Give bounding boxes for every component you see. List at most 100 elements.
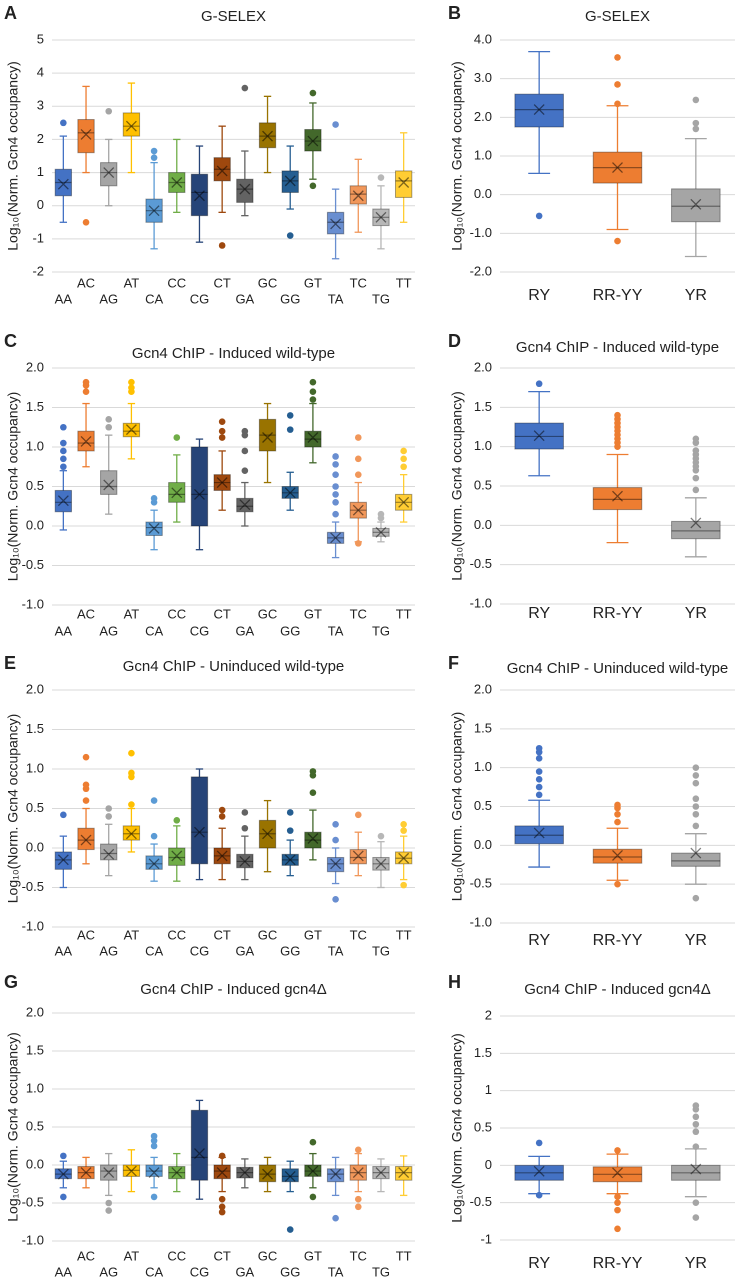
y-tick-label: -0.5 bbox=[470, 1194, 492, 1209]
x-tick-label: CC bbox=[167, 606, 186, 621]
x-tick-label: AA bbox=[55, 623, 73, 638]
outlier bbox=[332, 499, 339, 506]
outlier bbox=[354, 1146, 362, 1154]
mean-marker bbox=[612, 849, 623, 861]
y-tick-label: 1.5 bbox=[26, 721, 44, 736]
outlier bbox=[241, 447, 249, 455]
mean-marker bbox=[307, 833, 319, 844]
outlier bbox=[332, 836, 339, 844]
outlier bbox=[400, 881, 407, 889]
x-tick-label: TC bbox=[350, 275, 367, 290]
mean-marker bbox=[690, 198, 702, 210]
outlier bbox=[377, 174, 385, 181]
mean-marker bbox=[262, 1168, 273, 1180]
mean-marker bbox=[533, 1165, 545, 1177]
y-tick-label: 3.0 bbox=[474, 70, 492, 85]
outlier bbox=[286, 412, 294, 419]
x-tick-label: AT bbox=[124, 606, 140, 621]
mean-marker bbox=[194, 488, 205, 500]
outlier bbox=[354, 540, 362, 547]
outlier bbox=[400, 827, 407, 834]
box bbox=[236, 178, 254, 203]
outlier bbox=[218, 806, 226, 814]
outlier bbox=[241, 427, 249, 435]
mean-marker bbox=[148, 858, 160, 870]
y-tick-label: -1.0 bbox=[470, 225, 492, 240]
box bbox=[100, 470, 118, 495]
y-tick-label: 2.0 bbox=[474, 109, 492, 124]
x-tick-label: TT bbox=[396, 927, 412, 942]
mean-marker bbox=[57, 854, 69, 866]
mean-marker bbox=[216, 1167, 228, 1179]
mean-marker bbox=[533, 827, 545, 839]
mean-marker bbox=[533, 430, 545, 442]
box bbox=[304, 430, 322, 448]
y-tick-label: -2.0 bbox=[470, 263, 492, 278]
outlier bbox=[82, 797, 90, 804]
mean-marker bbox=[398, 1167, 410, 1179]
y-tick-label: 1.0 bbox=[26, 438, 44, 453]
mean-marker bbox=[57, 178, 69, 190]
outlier bbox=[692, 96, 700, 104]
outlier bbox=[354, 434, 362, 441]
outlier bbox=[286, 1226, 294, 1233]
outlier bbox=[241, 824, 249, 832]
panel-letter: B bbox=[448, 3, 461, 23]
outlier bbox=[332, 121, 339, 128]
outlier bbox=[60, 1152, 67, 1160]
outlier bbox=[150, 832, 158, 840]
y-tick-label: -0.5 bbox=[22, 879, 44, 894]
outlier bbox=[692, 1128, 700, 1136]
outlier bbox=[150, 495, 158, 502]
outlier bbox=[614, 1206, 621, 1214]
mean-marker bbox=[80, 834, 92, 846]
outlier bbox=[218, 242, 226, 249]
x-tick-label: TT bbox=[396, 275, 412, 290]
x-tick-label: CT bbox=[213, 1248, 230, 1263]
box bbox=[281, 1168, 299, 1183]
mean-marker bbox=[352, 504, 364, 516]
box bbox=[77, 827, 95, 851]
box bbox=[190, 446, 209, 527]
outlier bbox=[614, 801, 621, 809]
mean-marker bbox=[612, 490, 623, 502]
outlier bbox=[692, 764, 700, 771]
outlier bbox=[218, 813, 226, 820]
mean-marker bbox=[284, 1170, 296, 1182]
x-tick-label: TC bbox=[350, 1248, 367, 1263]
outlier bbox=[218, 427, 226, 435]
outlier bbox=[105, 107, 113, 115]
y-tick-label: 1 bbox=[485, 1082, 492, 1097]
outlier bbox=[692, 1113, 700, 1121]
y-axis-label: Log₁₀(Norm. Gcn4 occupancy) bbox=[449, 391, 465, 581]
mean-marker bbox=[330, 218, 342, 230]
mean-marker bbox=[533, 104, 545, 116]
outlier bbox=[400, 447, 407, 455]
outlier bbox=[535, 791, 543, 799]
mean-marker bbox=[57, 495, 69, 507]
mean-marker bbox=[352, 850, 364, 862]
mean-marker bbox=[148, 522, 160, 534]
outlier bbox=[692, 474, 700, 482]
outlier bbox=[105, 805, 113, 812]
outlier bbox=[614, 411, 621, 419]
outlier bbox=[286, 809, 294, 816]
outlier bbox=[692, 803, 700, 810]
outlier bbox=[309, 396, 317, 403]
x-tick-label: RR-YY bbox=[593, 287, 643, 304]
box bbox=[77, 119, 95, 154]
x-tick-label: CA bbox=[145, 623, 163, 638]
x-tick-label: CC bbox=[167, 275, 186, 290]
mean-marker bbox=[307, 1165, 319, 1177]
outlier bbox=[692, 1102, 700, 1109]
outlier bbox=[535, 380, 543, 388]
mean-marker bbox=[398, 496, 410, 508]
outlier bbox=[692, 125, 700, 133]
outlier bbox=[332, 896, 339, 903]
y-tick-label: 0.0 bbox=[474, 186, 492, 201]
outlier bbox=[218, 1208, 226, 1216]
x-tick-label: GC bbox=[258, 275, 278, 290]
mean-marker bbox=[262, 828, 273, 840]
x-tick-label: AT bbox=[124, 1248, 140, 1263]
x-tick-label: TA bbox=[328, 943, 344, 958]
